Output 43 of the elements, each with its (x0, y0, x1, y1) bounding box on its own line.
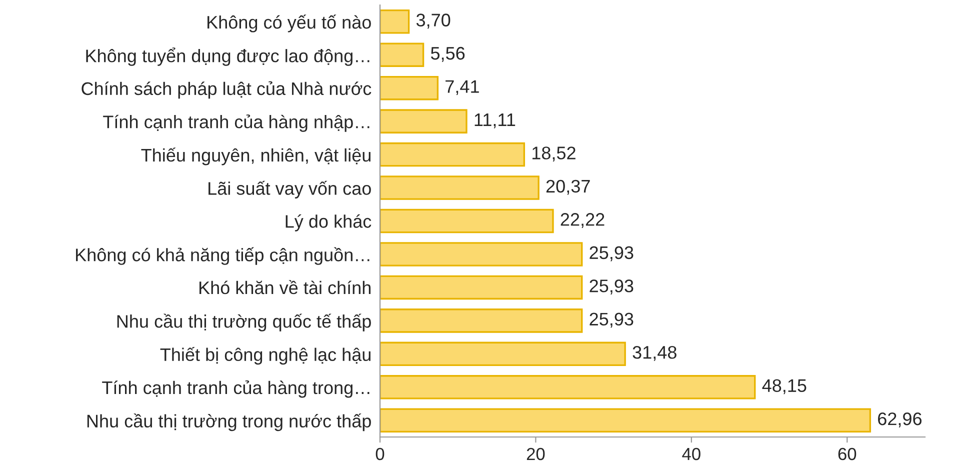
bar (380, 142, 526, 167)
data-label: 20,37 (546, 180, 590, 195)
bar (380, 76, 439, 100)
bar (380, 242, 583, 266)
data-label: 31,48 (632, 346, 676, 361)
x-tick-label: 60 (838, 448, 856, 460)
bar (380, 176, 540, 200)
data-label: 18,52 (532, 146, 576, 162)
y-tick-label: Nhu cầu thị trường quốc tế thấp (117, 314, 371, 332)
data-label: 7,41 (446, 80, 479, 96)
data-label: 3,70 (416, 14, 450, 29)
y-tick-label: Không có yếu tố nào (208, 14, 371, 32)
data-label: 5,56 (430, 46, 465, 62)
data-label: 25,93 (590, 312, 634, 328)
data-label: 11,11 (474, 114, 516, 128)
y-tick-label: Thiết bị công nghệ lạc hậu (160, 346, 370, 365)
bar (380, 308, 583, 333)
bar (380, 9, 410, 34)
y-tick-label: Thiếu nguyên, nhiên, vật liệu (141, 148, 370, 166)
y-tick-label: Không tuyển dụng được lao động… (86, 48, 370, 66)
y-tick-label: Chính sách pháp luật của Nhà nước (82, 81, 372, 99)
bar (380, 42, 424, 67)
bar (380, 275, 583, 300)
x-tick-label: 0 (376, 448, 384, 460)
y-tick-label: Lãi suất vay vốn cao (208, 180, 371, 198)
bar (380, 109, 468, 134)
bar (380, 375, 756, 400)
data-label: 22,22 (560, 213, 604, 228)
y-tick-label: Lý do khác (286, 214, 372, 232)
bar (380, 408, 872, 433)
y-tick-label: Tính cạnh tranh của hàng nhập… (103, 114, 370, 132)
x-tick-label: 20 (526, 448, 545, 460)
data-label: 25,93 (590, 246, 634, 262)
y-tick-label: Khó khăn về tài chính (200, 280, 371, 294)
bar (380, 208, 554, 234)
x-tick-label: 40 (682, 448, 700, 460)
y-tick-label: Nhu cầu thị trường trong nước thấp (87, 413, 371, 432)
y-tick-label: Tính cạnh tranh của hàng trong… (102, 380, 370, 398)
data-label: 48,15 (762, 379, 806, 394)
data-label: 62,96 (878, 412, 922, 428)
bar (380, 342, 626, 366)
data-label: 25,93 (590, 280, 634, 294)
y-tick-label: Không có khả năng tiếp cận nguồn… (76, 247, 370, 265)
